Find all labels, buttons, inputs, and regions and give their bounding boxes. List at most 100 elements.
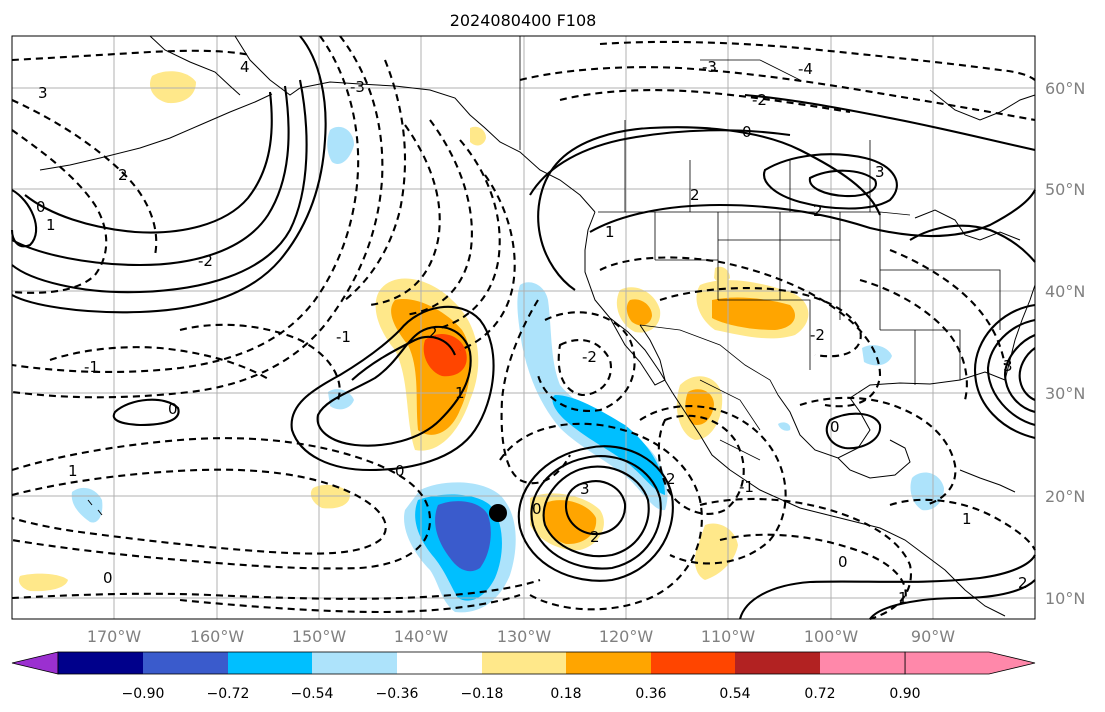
contour-label: 0	[742, 123, 752, 141]
contour-label: 3	[1003, 357, 1013, 375]
contour-label: -1	[84, 358, 99, 376]
contour-pos-ne-pacific-3	[351, 335, 456, 381]
contour-label: -1	[336, 328, 351, 346]
coastline-great-lakes	[914, 209, 1021, 241]
fill-negative-mexico-small	[778, 422, 791, 431]
coastline-east-us	[1004, 284, 1036, 381]
contour-pos-southeast-2	[869, 579, 1036, 620]
lat-label-50n: 50°N	[1045, 180, 1085, 199]
colorbar-tick-label: 0.18	[550, 686, 581, 702]
colorbar: −0.90 −0.72 −0.54 −0.36 −0.18 0.18 0.36 …	[11, 651, 1036, 702]
contour-label: -1	[739, 478, 754, 496]
contour-neg-tropics-3	[11, 579, 541, 600]
contour-label: 0	[395, 462, 405, 480]
contour-label: 0	[532, 500, 542, 518]
contour-label: 3	[38, 84, 48, 102]
fill-positive-baja-orange	[626, 299, 652, 326]
map-panel: 4 3 2 1 0 -1 -2 -3 3 2 1 0 -1 -2 2 3 0 -…	[10, 35, 1036, 621]
contour-label: -2	[752, 91, 767, 109]
contour-neg-central-2	[49, 346, 271, 381]
contour-neg-bering	[11, 49, 251, 62]
contour-pos-east-low-3	[1018, 347, 1036, 401]
lat-label-20n: 20°N	[1045, 487, 1085, 506]
colorbar-segment	[735, 652, 820, 674]
lon-label-170w: 170°W	[87, 627, 142, 646]
coastline-aleutians	[39, 93, 273, 171]
contour-neg-caribbean	[889, 498, 1036, 551]
border-states-b	[880, 269, 1001, 385]
contour-pos-west-coast	[537, 126, 881, 291]
contour-label: 1	[898, 589, 908, 607]
colorbar-tick-label: −0.72	[207, 686, 250, 702]
colorbar-tick-label: 0.72	[804, 686, 835, 702]
fill-negative-central-pacific	[328, 389, 354, 410]
colorbar-segment	[566, 652, 651, 674]
contour-pos-canada-1	[529, 129, 791, 196]
colorbar-tick-label: 0.90	[889, 686, 920, 702]
colorbar-tick-label: −0.36	[376, 686, 419, 702]
contour-label: 2	[666, 470, 676, 488]
fill-positive-alaska	[149, 71, 196, 104]
lon-label-90w: 90°W	[911, 627, 955, 646]
colorbar-tick-label: 0.54	[719, 686, 750, 702]
border-states-a	[654, 212, 881, 370]
coastline-cuba	[959, 469, 1016, 493]
contour-pos-east-low-2	[1003, 334, 1036, 414]
contour-neg-north-3	[599, 40, 1036, 81]
fill-positive-west-pacific	[310, 484, 350, 509]
contour-label: 3	[580, 480, 590, 498]
contour-label: 1	[455, 384, 465, 402]
colorbar-segment	[651, 652, 735, 674]
contour-neg-alaska-2	[11, 35, 384, 399]
contour-label: -3	[702, 58, 717, 76]
contour-pos-northeast-1	[744, 93, 1036, 152]
shaded-fields	[18, 71, 944, 613]
contour-pos-west-ring	[10, 189, 38, 248]
lat-label-40n: 40°N	[1045, 282, 1085, 301]
coastline-hudson	[929, 89, 1036, 121]
lon-label-160w: 160°W	[190, 627, 245, 646]
latitude-labels: 60°N 50°N 40°N 30°N 20°N 10°N	[1045, 79, 1085, 608]
contour-label: 1	[46, 216, 56, 234]
contour-neg-gulf-2	[404, 119, 473, 317]
contour-neg-baja-band	[599, 256, 882, 408]
fill-negative-hawaii	[71, 487, 103, 523]
contour-label: 2	[118, 166, 128, 184]
contour-pos-alaska-gulf-2	[11, 85, 290, 267]
contour-neg-mexico-1	[657, 414, 745, 515]
contour-label: -2	[582, 348, 597, 366]
contour-label: 0	[830, 418, 840, 436]
contour-label: -4	[798, 60, 813, 78]
fill-positive-far-west	[18, 573, 68, 592]
colorbar-segment	[143, 652, 228, 674]
lon-label-100w: 100°W	[804, 627, 859, 646]
contour-label: 2	[428, 324, 438, 342]
storm-center-marker	[489, 504, 507, 522]
colorbar-segment	[228, 652, 312, 674]
contour-neg-offshore-2	[557, 338, 613, 397]
fill-negative-offshore-band-blue	[552, 395, 665, 495]
contour-neg-east-pacific-2	[719, 533, 907, 601]
lat-label-60n: 60°N	[1045, 79, 1085, 98]
contour-label: 1	[68, 462, 78, 480]
contour-pos-ne-pacific-2	[316, 325, 472, 447]
contour-pos-alaska-gulf-3	[24, 91, 273, 234]
colorbar-extend-min	[11, 651, 59, 675]
lon-label-150w: 150°W	[292, 627, 347, 646]
coastline-gulf	[777, 371, 1006, 459]
contour-pos-alaska-gulf-4	[11, 35, 327, 314]
colorbar-segment	[312, 652, 397, 674]
graticule	[12, 36, 1035, 619]
contour-pos-canada-4	[808, 169, 877, 198]
fill-positive-coastal-canada	[470, 126, 486, 146]
contour-pos-east-low-1	[986, 318, 1036, 427]
lat-label-30n: 30°N	[1045, 384, 1085, 403]
colorbar-tick-label: −0.90	[122, 686, 165, 702]
contour-label: 0	[36, 198, 46, 216]
contour-neg-central-1	[179, 323, 341, 401]
colorbar-frame	[57, 651, 906, 675]
colorbar-extend-max	[904, 651, 1036, 675]
contour-pos-northeast-2	[909, 224, 1036, 263]
colorbar-tick-label: −0.54	[291, 686, 334, 702]
